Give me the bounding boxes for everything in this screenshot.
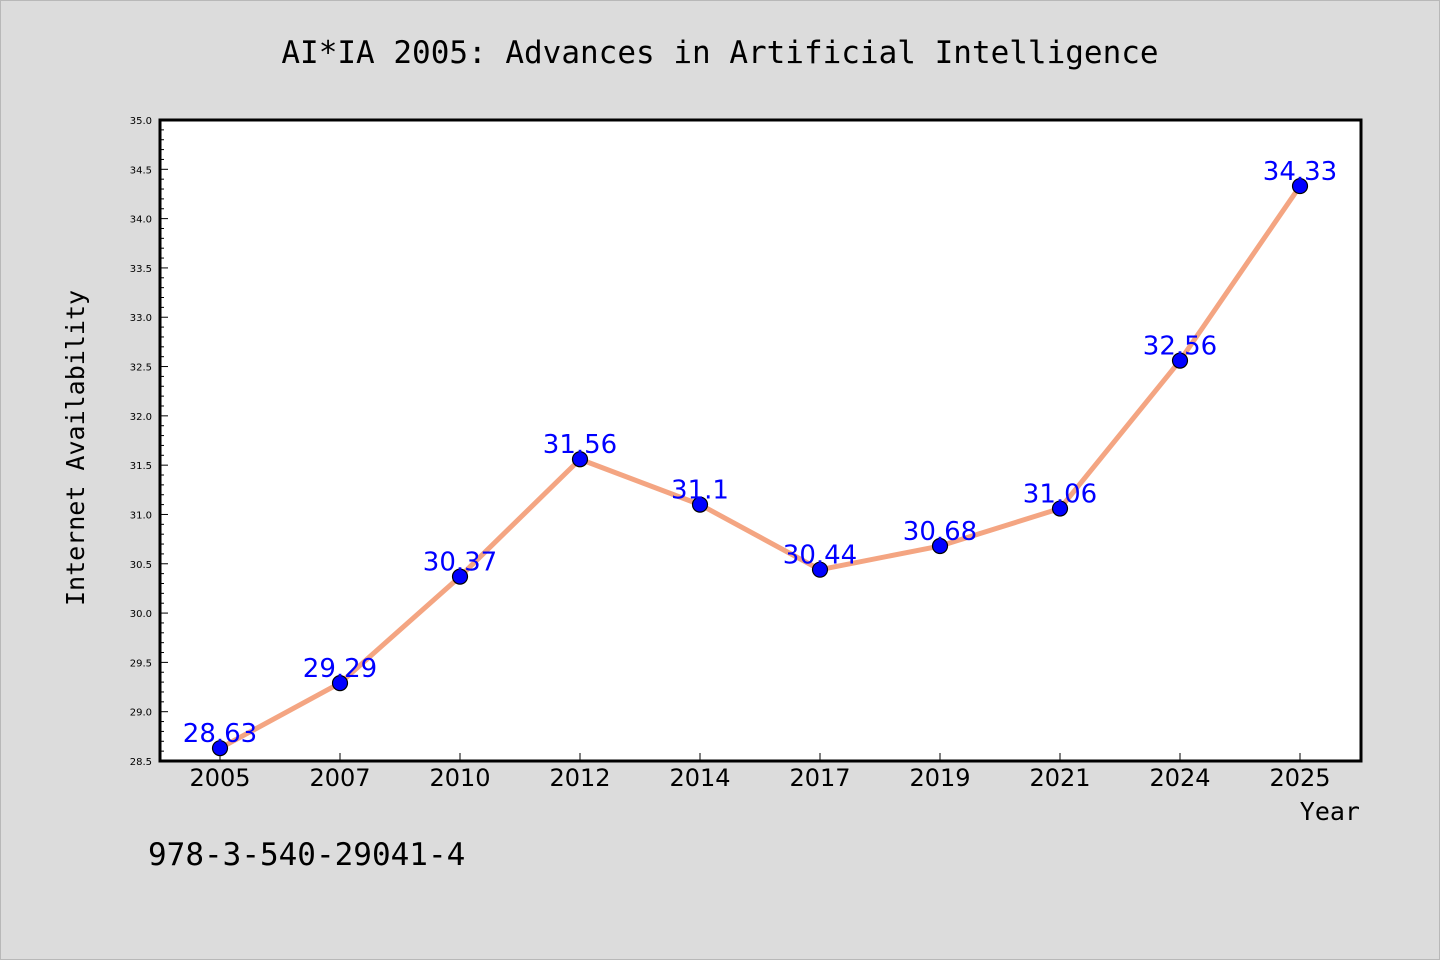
data-markers — [211, 177, 1309, 757]
plot-area — [158, 118, 1363, 763]
data-label: 30.37 — [423, 548, 497, 578]
data-label: 31.06 — [1023, 480, 1097, 510]
data-point — [451, 568, 469, 585]
data-point — [211, 740, 229, 757]
data-label: 34.33 — [1263, 157, 1337, 187]
x-tick-label: 2007 — [309, 764, 370, 792]
data-label: 31.1 — [671, 476, 729, 506]
y-tick-label: 29.0 — [130, 708, 152, 719]
y-axis-title: Internet Availability — [61, 290, 90, 606]
y-tick-label: 29.5 — [130, 658, 152, 669]
data-point — [331, 674, 349, 692]
chart-title: AI*IA 2005: Advances in Artificial Intel… — [281, 35, 1158, 71]
y-axis: 28.5 29.0 29.5 30.0 30.5 31.0 31.5 32.0 32.5 33.0… — [130, 116, 168, 768]
x-tick-label: 2012 — [549, 764, 610, 792]
x-tick-label: 2019 — [909, 764, 970, 792]
series-line — [217, 183, 1303, 751]
y-tick-label: 30.5 — [130, 560, 152, 571]
data-label: 30.44 — [783, 541, 857, 571]
y-tick-label: 34.0 — [130, 215, 152, 226]
data-label: 31.56 — [543, 430, 617, 460]
y-tick-label: 35.0 — [130, 116, 152, 127]
data-point — [811, 561, 829, 578]
data-label: 30.68 — [903, 517, 977, 547]
x-tick-label: 2005 — [189, 764, 250, 792]
y-tick-label: 32.0 — [130, 412, 152, 423]
y-tick-label: 31.5 — [130, 461, 152, 472]
y-tick-label: 28.5 — [130, 757, 152, 768]
x-tick-label: 2010 — [429, 764, 490, 792]
data-label: 32.56 — [1143, 332, 1217, 362]
x-tick-label: 2021 — [1029, 764, 1090, 792]
data-point — [931, 537, 949, 555]
y-tick-label: 32.5 — [130, 363, 152, 374]
data-label: 28.63 — [183, 719, 257, 749]
x-tick-label: 2024 — [1149, 764, 1210, 792]
x-tick-label: 2014 — [669, 764, 730, 792]
y-tick-label: 30.0 — [130, 609, 152, 620]
x-axis-title: Year — [1300, 797, 1360, 826]
data-label: 29.29 — [303, 654, 377, 684]
data-labels: 28.63 29.29 30.37 31.56 31.1 30.44 30.68 31.06 3… — [183, 157, 1337, 749]
y-tick-label: 33.0 — [130, 313, 152, 324]
data-point — [1291, 177, 1309, 195]
data-point — [1051, 500, 1069, 517]
y-tick-label: 34.5 — [130, 165, 152, 176]
data-point — [1171, 352, 1189, 369]
x-tick-label: 2017 — [789, 764, 850, 792]
x-tick-label: 2025 — [1269, 764, 1330, 792]
x-axis: 2005 2007 2010 2012 2014 2017 2019 2021 2024 2025 — [189, 753, 1331, 792]
y-tick-label: 33.5 — [130, 264, 152, 275]
data-point — [691, 496, 709, 513]
data-point — [571, 451, 589, 468]
y-tick-label: 31.0 — [130, 510, 152, 521]
isbn-text: 978-3-540-29041-4 — [148, 837, 465, 873]
